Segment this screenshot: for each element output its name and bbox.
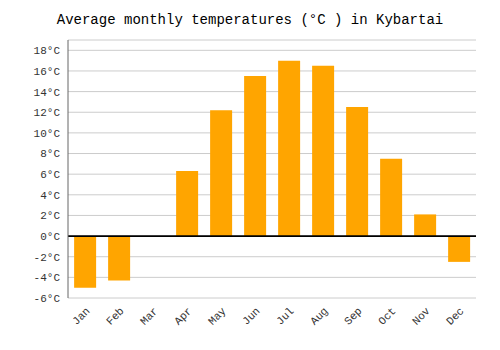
svg-text:Sep: Sep — [342, 305, 364, 327]
svg-text:Dec: Dec — [444, 305, 466, 327]
svg-text:Mar: Mar — [138, 305, 160, 327]
svg-text:10°C: 10°C — [34, 128, 61, 140]
svg-text:16°C: 16°C — [34, 66, 61, 78]
svg-text:Feb: Feb — [104, 305, 126, 327]
svg-text:Oct: Oct — [376, 305, 398, 327]
svg-text:Aug: Aug — [308, 305, 330, 327]
svg-text:0°C: 0°C — [40, 231, 60, 243]
svg-text:-6°C: -6°C — [34, 293, 61, 305]
svg-text:2°C: 2°C — [40, 210, 60, 222]
svg-text:8°C: 8°C — [40, 148, 60, 160]
svg-text:Jun: Jun — [240, 305, 262, 327]
html-text:Average monthly temperatures (: Average monthly temperatures (°C ) in Ky… — [56, 12, 444, 28]
svg-text:12°C: 12°C — [34, 107, 61, 119]
svg-text:Jul: Jul — [274, 305, 296, 327]
svg-text:14°C: 14°C — [34, 87, 61, 99]
svg-text:6°C: 6°C — [40, 169, 60, 181]
svg-text:-2°C: -2°C — [34, 252, 61, 264]
svg-text:-4°C: -4°C — [34, 272, 61, 284]
svg-text:4°C: 4°C — [40, 190, 60, 202]
svg-text:18°C: 18°C — [34, 45, 61, 57]
svg-text:Nov: Nov — [410, 305, 433, 328]
svg-text:May: May — [206, 305, 229, 328]
svg-text:Apr: Apr — [172, 305, 194, 327]
svg-text:Jan: Jan — [70, 305, 92, 327]
